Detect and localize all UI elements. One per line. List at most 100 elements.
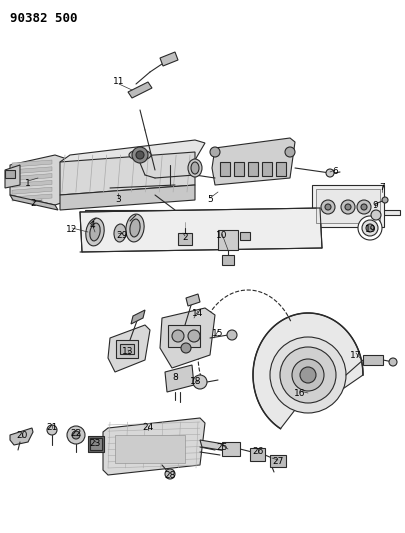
Text: 21: 21 bbox=[46, 423, 58, 432]
Text: 3: 3 bbox=[115, 195, 121, 204]
Circle shape bbox=[72, 431, 80, 439]
Text: 2: 2 bbox=[30, 199, 36, 208]
Circle shape bbox=[357, 216, 381, 240]
Text: 11: 11 bbox=[113, 77, 124, 86]
Text: 24: 24 bbox=[142, 424, 153, 432]
Bar bbox=[115, 435, 185, 463]
Polygon shape bbox=[60, 152, 194, 195]
Polygon shape bbox=[60, 185, 194, 210]
Bar bbox=[168, 325, 200, 347]
Text: 23: 23 bbox=[89, 439, 100, 448]
Text: 26: 26 bbox=[252, 448, 263, 456]
Ellipse shape bbox=[114, 224, 126, 242]
Bar bbox=[249, 448, 264, 461]
Polygon shape bbox=[103, 418, 205, 475]
Bar bbox=[90, 438, 102, 450]
Ellipse shape bbox=[85, 218, 104, 246]
Circle shape bbox=[209, 147, 220, 157]
Circle shape bbox=[299, 367, 315, 383]
Polygon shape bbox=[131, 310, 145, 324]
Circle shape bbox=[279, 347, 335, 403]
Polygon shape bbox=[12, 187, 52, 194]
Text: 1: 1 bbox=[25, 179, 31, 188]
Bar bbox=[315, 189, 379, 223]
Circle shape bbox=[344, 204, 350, 210]
Text: 25: 25 bbox=[216, 442, 227, 451]
Text: 14: 14 bbox=[192, 309, 203, 318]
Circle shape bbox=[381, 197, 387, 203]
Text: 8: 8 bbox=[172, 374, 177, 383]
Text: 20: 20 bbox=[16, 431, 28, 440]
Ellipse shape bbox=[129, 150, 151, 160]
Polygon shape bbox=[128, 82, 151, 98]
Bar bbox=[222, 442, 239, 456]
Bar bbox=[116, 340, 138, 358]
Ellipse shape bbox=[188, 159, 202, 177]
Circle shape bbox=[325, 169, 333, 177]
Circle shape bbox=[388, 358, 396, 366]
Text: 16: 16 bbox=[294, 389, 305, 398]
Circle shape bbox=[136, 151, 144, 159]
Text: 18: 18 bbox=[190, 377, 201, 386]
Polygon shape bbox=[10, 428, 33, 445]
Text: 29: 29 bbox=[116, 230, 128, 239]
Ellipse shape bbox=[130, 219, 140, 237]
Circle shape bbox=[340, 200, 354, 214]
Ellipse shape bbox=[190, 162, 198, 174]
Circle shape bbox=[67, 426, 85, 444]
Bar bbox=[261, 162, 271, 176]
Text: 4: 4 bbox=[89, 222, 95, 230]
Circle shape bbox=[361, 220, 377, 236]
Polygon shape bbox=[252, 313, 362, 429]
Bar bbox=[311, 185, 383, 227]
Bar bbox=[362, 355, 382, 365]
Text: 28: 28 bbox=[164, 471, 175, 480]
Circle shape bbox=[181, 343, 190, 353]
Bar bbox=[217, 230, 237, 250]
Polygon shape bbox=[160, 52, 177, 66]
Text: 10: 10 bbox=[216, 231, 227, 240]
Text: 22: 22 bbox=[70, 429, 81, 438]
Bar bbox=[233, 162, 243, 176]
Text: 17: 17 bbox=[350, 351, 361, 359]
Circle shape bbox=[188, 330, 200, 342]
Polygon shape bbox=[12, 167, 52, 174]
Bar bbox=[177, 233, 192, 245]
Polygon shape bbox=[60, 140, 205, 165]
Circle shape bbox=[269, 337, 345, 413]
Text: 19: 19 bbox=[364, 225, 376, 235]
Text: 12: 12 bbox=[66, 225, 77, 235]
Circle shape bbox=[370, 210, 380, 220]
Polygon shape bbox=[85, 210, 399, 215]
Polygon shape bbox=[12, 160, 52, 167]
Circle shape bbox=[365, 224, 373, 232]
Polygon shape bbox=[12, 180, 52, 188]
Circle shape bbox=[291, 359, 323, 391]
Polygon shape bbox=[185, 294, 200, 306]
Polygon shape bbox=[12, 194, 52, 201]
Polygon shape bbox=[5, 165, 20, 188]
Text: 6: 6 bbox=[331, 167, 337, 176]
Polygon shape bbox=[200, 440, 231, 452]
Polygon shape bbox=[108, 325, 149, 372]
Bar bbox=[220, 162, 230, 176]
Polygon shape bbox=[10, 195, 58, 210]
Polygon shape bbox=[12, 174, 52, 181]
Polygon shape bbox=[164, 365, 194, 392]
Text: 2: 2 bbox=[182, 233, 188, 243]
Circle shape bbox=[324, 204, 330, 210]
Bar bbox=[88, 436, 104, 452]
Circle shape bbox=[320, 200, 334, 214]
Bar bbox=[247, 162, 257, 176]
Bar bbox=[275, 162, 285, 176]
Text: 5: 5 bbox=[207, 196, 212, 205]
Bar bbox=[269, 455, 285, 467]
Circle shape bbox=[172, 330, 183, 342]
Circle shape bbox=[47, 425, 57, 435]
Polygon shape bbox=[160, 308, 215, 368]
Text: 15: 15 bbox=[212, 328, 223, 337]
Bar bbox=[5, 170, 15, 178]
Text: 7: 7 bbox=[378, 182, 384, 191]
Text: 9: 9 bbox=[371, 200, 377, 209]
Polygon shape bbox=[211, 138, 294, 185]
